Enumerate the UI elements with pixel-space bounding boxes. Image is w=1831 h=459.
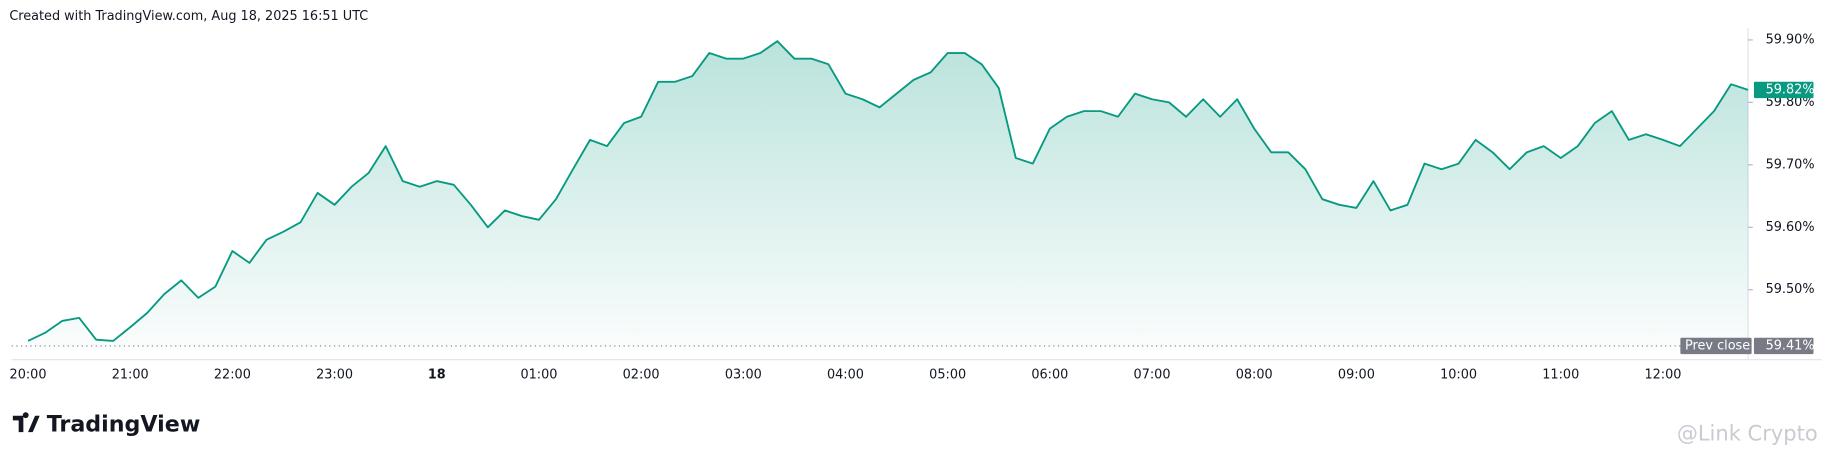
x-tick-label: 09:00 bbox=[1338, 367, 1375, 382]
header-text: Created with TradingView.com, Aug 18, 20… bbox=[9, 9, 368, 24]
y-tick-label: 59.70% bbox=[1766, 157, 1815, 172]
y-tick-label: 59.60% bbox=[1766, 220, 1815, 235]
x-tick-label: 06:00 bbox=[1031, 367, 1068, 382]
y-tick-label: 59.50% bbox=[1766, 282, 1815, 297]
prev-close-tag bbox=[1680, 337, 1752, 355]
x-tick-label: 03:00 bbox=[725, 367, 762, 382]
logo-icon bbox=[12, 412, 40, 433]
current-price-tag bbox=[1753, 81, 1814, 99]
logo-text: TradingView bbox=[47, 412, 201, 438]
x-tick-label: 10:00 bbox=[1440, 367, 1477, 382]
x-tick-label: 18 bbox=[428, 367, 446, 382]
x-tick-label: 22:00 bbox=[214, 367, 251, 382]
price-line bbox=[27, 40, 1749, 342]
x-tick-label: 01:00 bbox=[520, 367, 557, 382]
x-tick-label: 11:00 bbox=[1542, 367, 1579, 382]
x-tick-label: 12:00 bbox=[1644, 367, 1681, 382]
prev-close-value: 59.41% bbox=[1766, 338, 1815, 353]
x-tick-label: 21:00 bbox=[112, 367, 149, 382]
watermark: @Link Crypto bbox=[1677, 420, 1818, 445]
y-tick-label: 59.90% bbox=[1766, 32, 1815, 47]
x-tick-label: 07:00 bbox=[1134, 367, 1171, 382]
prev-close-name: Prev close bbox=[1685, 338, 1750, 353]
area-fill bbox=[28, 41, 1749, 351]
x-tick-label: 08:00 bbox=[1236, 367, 1273, 382]
x-tick-label: 04:00 bbox=[827, 367, 864, 382]
x-tick-label: 23:00 bbox=[316, 367, 353, 382]
x-tick-label: 20:00 bbox=[10, 367, 47, 382]
x-tick-label: 05:00 bbox=[929, 367, 966, 382]
prev-close-value-tag bbox=[1753, 337, 1814, 355]
y-tick-label: 59.80% bbox=[1766, 95, 1815, 110]
x-tick-label: 02:00 bbox=[623, 367, 660, 382]
current-price-label: 59.82% bbox=[1766, 82, 1815, 97]
logo: TradingView bbox=[12, 412, 201, 438]
